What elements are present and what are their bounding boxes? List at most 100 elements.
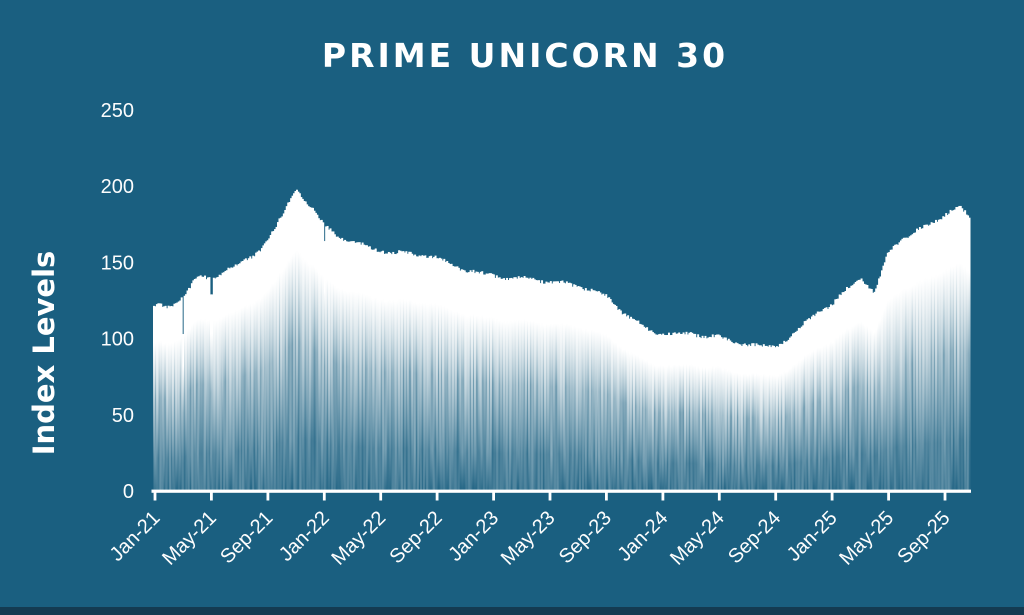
x-tick-label: May-22 — [328, 507, 391, 570]
area-bar — [765, 345, 768, 492]
x-tick-label: May-25 — [835, 507, 898, 570]
area-bar — [177, 301, 180, 492]
area-bar — [417, 256, 420, 492]
area-bar — [360, 244, 363, 492]
area-bar — [805, 320, 808, 492]
area-bar — [398, 250, 401, 492]
area-bar — [421, 255, 424, 492]
area-bar — [335, 236, 338, 492]
area-bar — [328, 229, 331, 493]
area-bar — [684, 334, 687, 492]
area-bar — [240, 261, 243, 492]
area-bar — [904, 237, 907, 492]
area-bar — [873, 291, 876, 492]
area-bar — [962, 211, 965, 492]
area-bar — [783, 340, 786, 492]
area-bar — [940, 219, 943, 492]
area-bar — [517, 276, 520, 492]
area-bar — [266, 240, 269, 492]
area-bar — [739, 344, 742, 492]
area-bar — [650, 330, 653, 492]
area-bar — [379, 252, 382, 492]
area-bar — [882, 265, 885, 492]
area-bar — [600, 294, 603, 492]
area-bar — [282, 213, 285, 492]
area-bar — [504, 280, 507, 492]
area-bar — [189, 288, 192, 492]
area-bar — [510, 277, 513, 492]
area-bar — [676, 333, 679, 492]
area-bar — [583, 290, 586, 492]
area-bar — [889, 249, 892, 492]
area-bar — [864, 284, 867, 492]
area-bar — [789, 337, 792, 492]
area-bar — [637, 320, 640, 492]
area-bar — [433, 256, 436, 492]
area-bar — [851, 285, 854, 492]
area-bar — [624, 313, 627, 492]
area-bar — [514, 277, 517, 492]
area-bar — [681, 333, 684, 492]
area-bar — [312, 207, 314, 492]
area-bar — [153, 305, 155, 492]
y-tick-label: 250 — [101, 100, 134, 122]
area-bar — [278, 218, 281, 492]
area-bar — [450, 263, 453, 492]
area-bar — [498, 277, 501, 492]
area-bar — [875, 288, 878, 492]
area-bar — [186, 290, 189, 492]
area-bar — [666, 334, 669, 492]
area-bar — [441, 260, 444, 492]
area-bar — [228, 268, 231, 492]
area-bar — [635, 320, 638, 492]
x-axis-tick — [210, 490, 213, 501]
area-bar — [727, 338, 730, 492]
area-bar — [298, 193, 301, 492]
area-bar — [526, 277, 529, 492]
x-tick-label: Sep-22 — [386, 507, 447, 568]
y-axis-tick-labels: 0 50 100 150 200 250 — [101, 100, 134, 503]
area-bar — [473, 273, 476, 492]
area-bar — [364, 245, 367, 492]
area-bar — [698, 337, 701, 492]
area-bar — [539, 283, 542, 492]
area-bar — [412, 255, 415, 492]
area-bar — [476, 271, 479, 492]
area-bar — [355, 242, 358, 492]
area-bar — [955, 207, 958, 492]
area-bar — [306, 204, 309, 492]
area-bar — [456, 266, 459, 492]
area-bar — [611, 302, 614, 492]
area-bar — [190, 283, 193, 492]
area-bar — [716, 334, 719, 492]
x-axis-tick — [830, 490, 834, 501]
area-bar — [927, 225, 930, 492]
area-bar — [347, 241, 350, 492]
area-bar — [657, 334, 660, 492]
area-bar — [574, 284, 577, 492]
area-bar — [926, 224, 929, 492]
area-bar — [863, 283, 866, 492]
area-bar — [552, 281, 555, 492]
area-bar — [924, 224, 927, 493]
area-bar — [838, 294, 841, 492]
area-bar — [653, 333, 656, 492]
area-bar — [675, 333, 678, 492]
area-bar — [431, 258, 434, 492]
area-bar — [332, 231, 335, 492]
x-tick-label: Jan-23 — [444, 507, 503, 566]
area-bar — [309, 207, 312, 492]
area-bar — [485, 273, 488, 492]
area-bar — [447, 263, 450, 492]
area-bar — [705, 338, 708, 492]
area-bar — [325, 226, 328, 492]
x-axis-tick — [153, 490, 157, 501]
area-bar — [593, 290, 596, 492]
area-bar — [967, 215, 970, 492]
x-axis-tick — [605, 490, 608, 501]
area-bar — [876, 284, 879, 492]
area-bar — [913, 232, 916, 492]
area-bar — [330, 231, 333, 492]
area-bar — [821, 311, 824, 492]
area-bar — [751, 343, 754, 492]
